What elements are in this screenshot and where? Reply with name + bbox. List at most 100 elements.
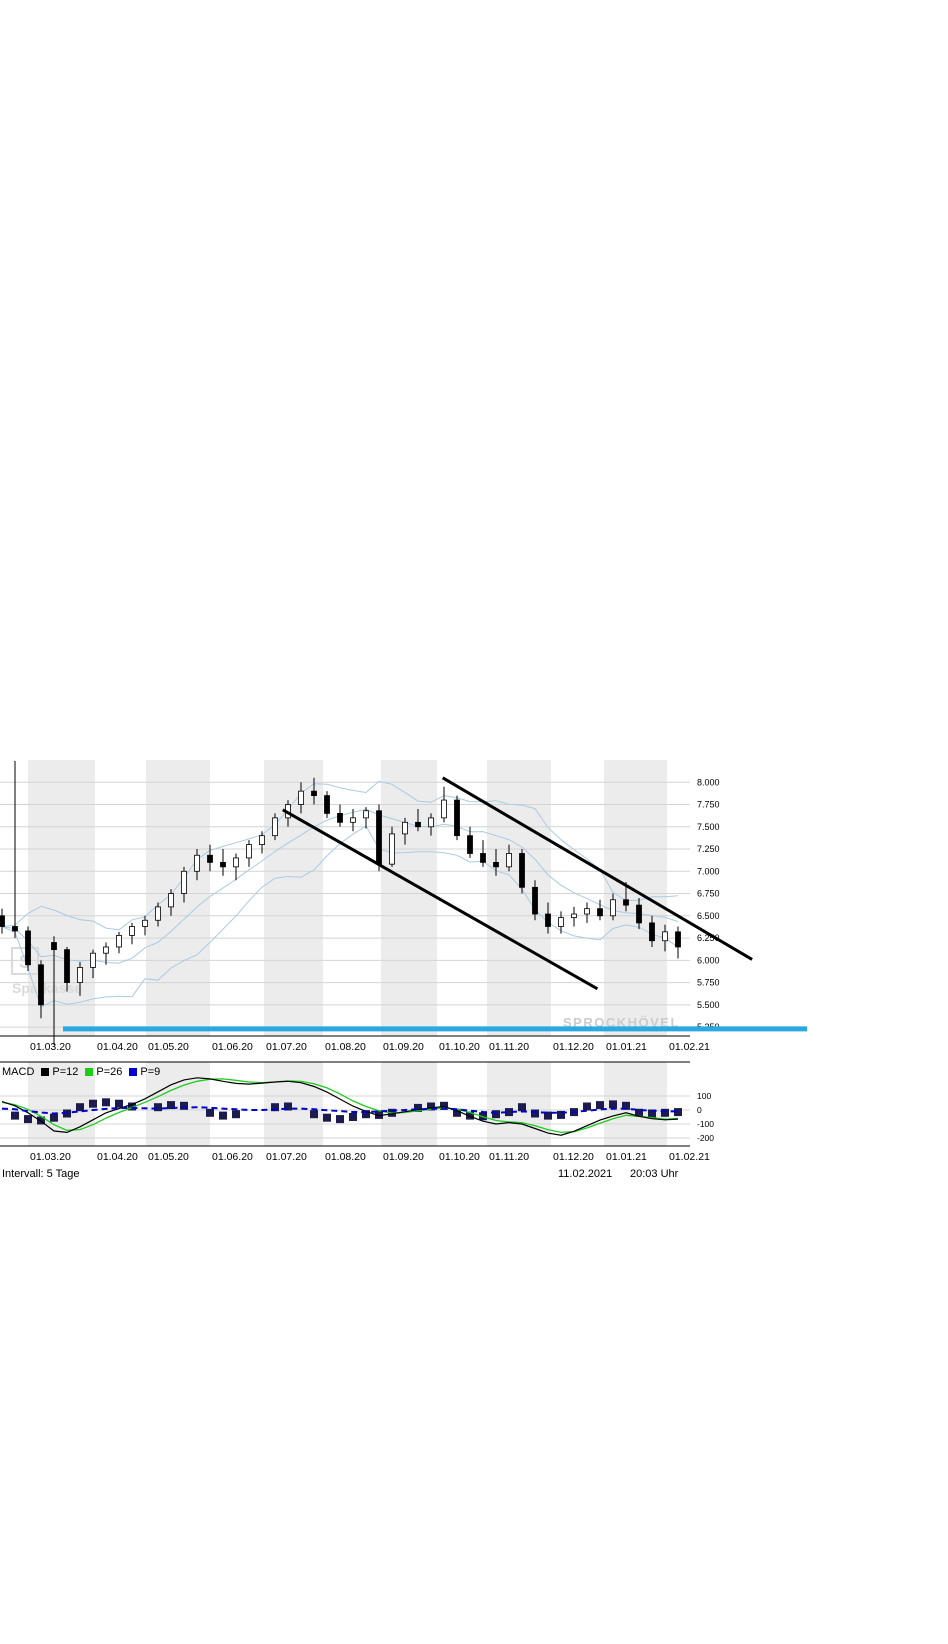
macd-histogram-bar (674, 1108, 682, 1117)
price-x-tick-label: 01.09.20 (383, 1041, 424, 1053)
candle (402, 817, 408, 845)
candle (545, 902, 551, 934)
macd-x-tick-label: 01.09.20 (383, 1151, 424, 1163)
macd-histogram-bar (362, 1110, 370, 1119)
price-y-tick-label: 7.750 (697, 800, 720, 810)
macd-histogram-bar (232, 1110, 240, 1119)
trend-line (282, 808, 599, 991)
candle (480, 840, 486, 867)
bollinger-middle-band (1, 808, 679, 964)
price-y-tick-label: 7.250 (697, 844, 720, 854)
footer-date: 11.02.2021 (558, 1168, 613, 1180)
macd-histogram-bar (557, 1110, 565, 1119)
macd-histogram-bar (518, 1103, 526, 1112)
candles-group (0, 760, 681, 1045)
chart-svg: SSparkasseSPROCKHÖVEL8.0007.7507.5007.25… (0, 760, 807, 1163)
price-y-tick-label: 6.250 (697, 933, 720, 943)
candle (584, 902, 590, 923)
candle (532, 880, 538, 921)
macd-histogram-bar (635, 1108, 643, 1117)
macd-p26-swatch-icon (85, 1068, 94, 1076)
candle (597, 899, 603, 921)
candle (636, 898, 642, 930)
price-x-tick-label: 01.10.20 (439, 1041, 480, 1053)
macd-histogram-bar (336, 1115, 344, 1124)
candle (363, 807, 369, 829)
macd-histogram-bar (180, 1101, 188, 1110)
macd-x-tick-label: 01.11.20 (489, 1151, 529, 1163)
macd-x-tick-label: 01.07.20 (266, 1151, 307, 1163)
candle (298, 782, 304, 814)
candle (662, 924, 668, 952)
candle (376, 804, 382, 872)
candle (519, 849, 525, 894)
macd-legend: MACD P=12 P=26 P=9 (2, 1066, 160, 1078)
macd-legend-item-p12: P=12 (41, 1066, 78, 1078)
macd-histogram-bar (102, 1098, 110, 1107)
macd-histogram-bar (583, 1102, 591, 1111)
macd-histogram-bar (206, 1108, 214, 1117)
macd-x-tick-label: 01.04.20 (97, 1151, 138, 1163)
svg-text:Sparkasse: Sparkasse (12, 980, 82, 996)
candle (181, 866, 187, 903)
macd-p26-label: P=26 (96, 1066, 123, 1078)
candle (103, 942, 109, 965)
candle (272, 813, 278, 841)
macd-histogram-bar (349, 1113, 357, 1121)
macd-histogram-bar (50, 1113, 58, 1122)
macd-histogram-bar (427, 1102, 435, 1111)
price-x-tick-label: 01.08.20 (325, 1041, 366, 1053)
macd-legend-item-p26: P=26 (85, 1066, 122, 1078)
macd-histogram-bar (596, 1101, 604, 1110)
candle (350, 808, 356, 832)
macd-histogram-bar (375, 1110, 383, 1119)
macd-signal-line (1, 1106, 679, 1115)
macd-p12-label: P=12 (52, 1066, 79, 1078)
price-y-tick-label: 7.000 (697, 866, 720, 876)
macd-x-tick-label: 01.01.21 (606, 1151, 647, 1163)
footer-time: 20:03 Uhr (630, 1168, 679, 1180)
macd-x-tick-label: 01.02.21 (669, 1151, 710, 1163)
macd-histogram-bar (271, 1103, 279, 1112)
macd-histogram-bar (128, 1102, 136, 1111)
price-x-tick-label: 01.11.20 (489, 1041, 529, 1053)
price-x-tick-label: 01.05.20 (148, 1041, 189, 1053)
price-y-tick-label: 5.750 (697, 978, 720, 988)
candle (649, 915, 655, 947)
macd-p12-swatch-icon (41, 1068, 50, 1076)
macd-histogram-bar (544, 1111, 552, 1120)
macd-histogram-bar (622, 1101, 630, 1110)
macd-histogram-bar (492, 1110, 500, 1119)
candle (246, 840, 252, 867)
macd-histogram-bar (648, 1109, 656, 1118)
candle (207, 844, 213, 872)
candle (571, 906, 577, 927)
price-y-tick-label: 6.000 (697, 955, 720, 965)
macd-histogram-bar (453, 1108, 461, 1117)
macd-histogram-bar (661, 1108, 669, 1117)
candle (116, 931, 122, 954)
macd-x-tick-label: 01.10.20 (439, 1151, 480, 1163)
macd-y-tick-label: -100 (697, 1119, 714, 1129)
macd-x-labels: 01.03.20 01.04.20 01.05.20 01.06.20 01.07.20… (30, 1151, 710, 1163)
price-y-tick-label: 5.500 (697, 1000, 720, 1010)
candle (441, 786, 447, 823)
macd-histogram-bar (505, 1108, 513, 1117)
candle (64, 946, 70, 992)
sparkasse-logo-icon (11, 947, 39, 975)
bollinger-upper-band (1, 780, 679, 931)
macd-p9-swatch-icon (129, 1068, 138, 1076)
candle (675, 926, 681, 959)
macd-y-tick-label: 100 (697, 1091, 711, 1101)
macd-x-tick-label: 01.05.20 (148, 1151, 189, 1163)
candle (428, 813, 434, 836)
price-x-tick-label: 01.03.20 (30, 1041, 71, 1053)
candle (142, 915, 148, 936)
macd-x-tick-label: 01.03.20 (30, 1151, 71, 1163)
candle (415, 808, 421, 832)
month-stripes (28, 760, 667, 1146)
price-y-tick-label: 7.500 (697, 822, 720, 832)
macd-histogram-bar (414, 1103, 422, 1112)
